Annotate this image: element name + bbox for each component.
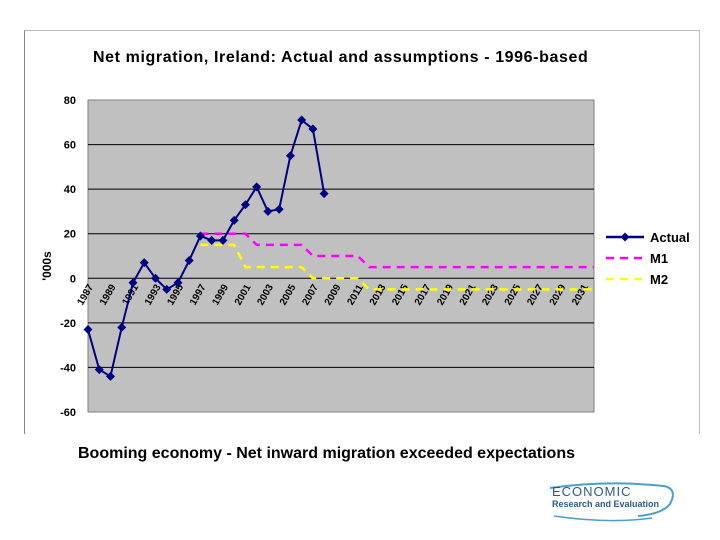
actual-point xyxy=(184,255,194,265)
actual-point xyxy=(274,204,284,214)
actual-point xyxy=(297,115,307,125)
actual-point xyxy=(218,235,228,245)
y-tick-label: 20 xyxy=(64,229,76,241)
actual-point xyxy=(207,235,217,245)
actual-point xyxy=(285,151,295,161)
y-tick-label: 60 xyxy=(64,140,76,152)
chart-title: Net migration, Ireland: Actual and assum… xyxy=(93,49,588,66)
actual-point xyxy=(83,325,93,335)
actual-point xyxy=(173,278,183,288)
series-actual-line xyxy=(87,118,326,378)
actual-point xyxy=(308,124,318,134)
actual-point xyxy=(319,189,329,199)
actual-point xyxy=(162,284,172,294)
y-tick-label: -60 xyxy=(60,407,76,419)
y-tick-label: -40 xyxy=(60,362,76,374)
actual-point xyxy=(139,258,149,268)
actual-point xyxy=(263,206,273,216)
logo-text-sub: Research and Evaluation xyxy=(552,499,660,509)
logo-swoosh-icon xyxy=(549,482,674,522)
actual-point xyxy=(150,273,160,283)
legend-label: Actual xyxy=(650,230,690,245)
actual-point xyxy=(94,365,104,375)
series-m1-line xyxy=(200,232,594,269)
y-tick-label: -20 xyxy=(60,318,76,330)
series-m2-line xyxy=(200,243,594,291)
y-tick-label: 80 xyxy=(64,95,76,107)
actual-point xyxy=(240,200,250,210)
actual-point xyxy=(195,231,205,241)
legend: Actual M1 M2 xyxy=(606,230,690,287)
actual-point xyxy=(252,182,262,192)
slide-caption: Booming economy - Net inward migration e… xyxy=(78,445,575,462)
y-axis-label: '000s xyxy=(40,251,54,281)
logo-text-main: ECONOMIC xyxy=(552,484,632,499)
legend-label: M2 xyxy=(650,272,668,287)
actual-point xyxy=(128,278,138,288)
y-tick-label: 0 xyxy=(70,273,76,285)
plot-area xyxy=(87,99,595,413)
actual-point xyxy=(229,215,239,225)
actual-point xyxy=(105,371,115,381)
logo: ECONOMIC Research and Evaluation xyxy=(548,480,708,530)
legend-marker xyxy=(620,232,630,242)
actual-point xyxy=(117,322,127,332)
legend-label: M1 xyxy=(650,251,668,266)
y-tick-label: 40 xyxy=(64,184,76,196)
